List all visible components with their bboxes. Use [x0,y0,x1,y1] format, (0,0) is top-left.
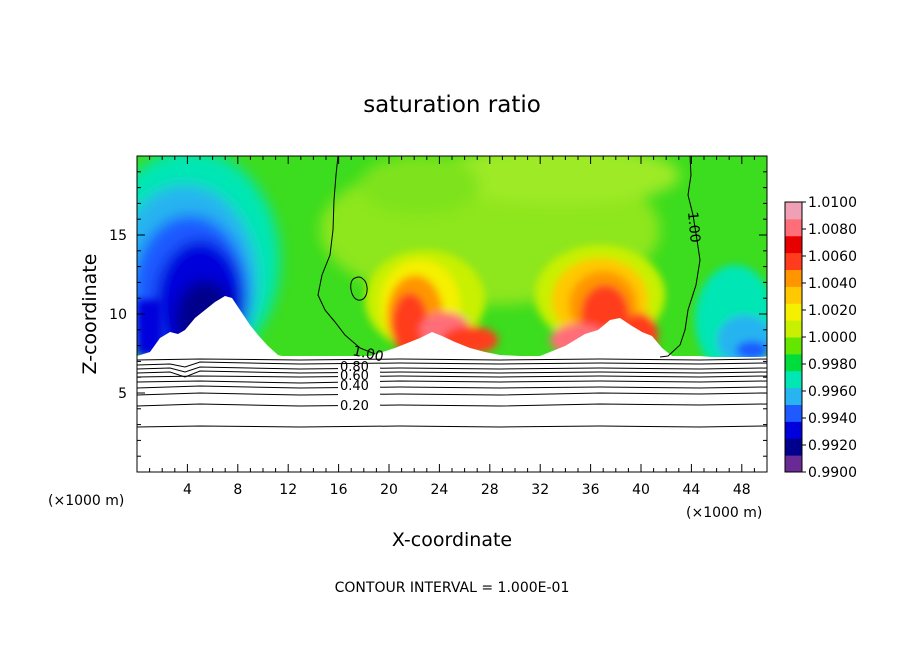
colorbar-label: 0.9960 [808,384,857,400]
colorbar-segment [785,286,802,304]
saturation-field [137,156,767,472]
y-tick-label: 15 [109,228,127,244]
colorbar-segment [785,269,802,287]
colorbar-segment [785,438,802,456]
contour-line-0.30 [137,392,767,396]
colorbar-segment [785,252,802,270]
contour-label: 0.20 [340,399,369,414]
colorbar-label: 1.0040 [808,276,857,292]
colorbar-segment [785,202,802,220]
contour-line-0.50 [137,380,767,384]
x-tick-label: 20 [380,482,398,498]
field-right-dry [695,265,767,375]
contour-line-0.40 [137,385,767,389]
y-axis-label: Z-coordinate [79,254,101,375]
colorbar-label: 0.9980 [808,357,857,373]
contour-label: 0.80 [340,360,369,375]
x-units-left: (×1000 m) [48,493,124,509]
contour-label: 0.40 [340,379,369,394]
colorbar-segment [785,320,802,338]
x-tick-label: 40 [632,482,650,498]
colorbar-segment [785,404,802,422]
chart-title: saturation ratio [363,92,541,118]
colorbar-label: 1.0000 [808,330,857,346]
x-tick-label: 4 [183,482,192,498]
colorbar-segment [785,218,802,237]
colorbar-segment [785,387,802,405]
contour-line-1.00-loop [350,276,368,301]
x-tick-label: 36 [582,482,600,498]
contour-label: 0.60 [340,369,369,384]
x-tick-label: 8 [233,482,242,498]
colorbar: 1.0100 1.0080 1.0060 1.0040 1.0020 1.0000 0.99… [784,195,857,481]
x-axis: 4 8 12 16 20 24 28 32 36 40 44 48 [149,156,755,498]
y-tick-label: 5 [118,386,127,402]
colorbar-segment [785,370,802,389]
colorbar-segment [785,303,802,321]
colorbar-label: 0.9940 [808,411,857,427]
x-axis-label: X-coordinate [392,529,512,551]
x-tick-label: 48 [733,482,751,498]
x-tick-label: 16 [330,482,348,498]
x-tick-label: 32 [531,482,549,498]
contour-line-0.10 [137,425,767,428]
x-tick-label: 12 [279,482,297,498]
colorbar-label: 0.9920 [808,438,857,454]
x-units-right: (×1000 m) [686,505,762,521]
contour-line-0.60 [137,375,767,378]
contour-line-1.00-right [659,156,701,358]
contour-line-0.20 [137,403,767,407]
colorbar-label: 1.0100 [808,195,857,211]
colorbar-segment [785,235,802,254]
y-tick-label: 10 [109,307,127,323]
y-axis: 5 10 15 [109,171,767,457]
colorbar-segment [785,337,802,355]
contour-lines [137,156,767,428]
contour-label: 1.00 [351,343,385,365]
contour-line-1.00-left [317,156,376,355]
x-tick-label: 44 [682,482,700,498]
colorbar-label: 1.0020 [808,303,857,319]
colorbar-label: 1.0080 [808,222,857,238]
contour-interval-text: CONTOUR INTERVAL = 1.000E-01 [335,580,570,596]
x-tick-label: 24 [430,482,448,498]
contour-line-0.90 [137,358,767,361]
contour-line-0.85 [137,361,767,368]
colorbar-segment [785,455,802,473]
x-tick-label: 28 [481,482,499,498]
terrain-mask [137,296,767,472]
colorbar-segment [785,421,802,439]
colorbar-segment [785,353,802,372]
colorbar-label: 1.0060 [808,249,857,265]
contour-label: 1.00 [684,211,703,243]
colorbar-label: 0.9900 [808,465,857,481]
